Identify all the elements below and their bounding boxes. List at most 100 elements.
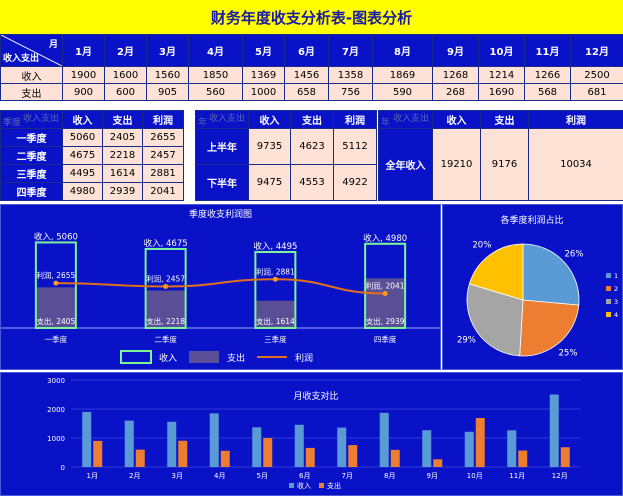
- legend-swatch: [606, 273, 611, 278]
- chart-title: 月收支对比: [293, 390, 338, 402]
- income-cell[interactable]: 2500: [570, 66, 623, 84]
- month-header: 10月: [478, 34, 525, 67]
- income-cell[interactable]: 1268: [432, 66, 479, 84]
- monthly-table: 月 收入支出 1月 2月 3月 4月 5月 6月 7月 8月 9月 10月 11…: [0, 34, 623, 101]
- year-corner-cell: 收入支出 年: [378, 110, 433, 129]
- quarter-income[interactable]: 4980: [62, 182, 103, 201]
- income-cell[interactable]: 1214: [478, 66, 525, 84]
- expense-bar: [365, 278, 406, 328]
- profit-point: [53, 280, 59, 286]
- quarter-chart-panel[interactable]: 季度收支利润图 收入, 5060 支出, 2405 利润, 2655 一季度 收入, 46…: [0, 204, 441, 370]
- income-cell[interactable]: 1266: [524, 66, 571, 84]
- pie-chart: 各季度利润占比 26% 25% 29% 20% 1 2 3 4: [457, 214, 618, 358]
- month-header: 2月: [104, 34, 147, 67]
- half-profit[interactable]: 5112: [333, 128, 377, 165]
- half-income[interactable]: 9735: [248, 128, 291, 165]
- quarter-header: 利润: [142, 110, 184, 129]
- expense-bar: [178, 440, 188, 467]
- half-header: 利润: [333, 110, 377, 129]
- expense-row: 支出 900 600 905 560 1000 658 756 590 268 …: [0, 83, 623, 101]
- x-tick-label: 6月: [299, 472, 310, 480]
- expense-cell[interactable]: 590: [372, 83, 433, 101]
- half-income[interactable]: 9475: [248, 164, 291, 201]
- quarter-income[interactable]: 4495: [62, 164, 103, 183]
- x-tick-label: 10月: [467, 472, 483, 480]
- year-profit[interactable]: 10034: [528, 128, 623, 201]
- legend-label: 1: [614, 272, 618, 280]
- income-cell[interactable]: 1369: [242, 66, 285, 84]
- expense-cell[interactable]: 756: [328, 83, 373, 101]
- x-tick-label: 7月: [342, 472, 353, 480]
- half-header: 支出: [290, 110, 334, 129]
- table-row: 上半年 9735 4623 5112: [195, 128, 377, 165]
- expense-bar: [518, 450, 528, 467]
- profit-point: [382, 290, 388, 296]
- month-header: 5月: [242, 34, 285, 67]
- expense-cell[interactable]: 600: [104, 83, 147, 101]
- expense-bar: [475, 417, 485, 467]
- expense-cell[interactable]: 1690: [478, 83, 525, 101]
- expense-bar: [145, 290, 186, 328]
- legend-expense-swatch: [189, 351, 219, 363]
- income-cell[interactable]: 1456: [284, 66, 329, 84]
- legend-income-swatch: [289, 483, 294, 488]
- year-name: 全年收入: [378, 128, 433, 201]
- quarter-profit[interactable]: 2655: [142, 128, 184, 147]
- year-income[interactable]: 19210: [432, 128, 481, 201]
- pie-percent-label: 25%: [559, 348, 578, 358]
- income-cell[interactable]: 1850: [188, 66, 243, 84]
- expense-cell[interactable]: 560: [188, 83, 243, 101]
- quarter-expense[interactable]: 2939: [102, 182, 143, 201]
- quarter-expense[interactable]: 2218: [102, 146, 143, 165]
- expense-cell[interactable]: 268: [432, 83, 479, 101]
- half-expense[interactable]: 4553: [290, 164, 334, 201]
- pie-slice: [519, 299, 580, 357]
- pie-chart-panel[interactable]: 各季度利润占比 26% 25% 29% 20% 1 2 3 4: [442, 204, 623, 370]
- expense-bar: [560, 447, 570, 467]
- expense-bar: [135, 449, 145, 467]
- full-year-table: 收入支出 年 收入 支出 利润 全年收入 19210 9176 10034: [378, 110, 623, 201]
- quarter-name: 四季度: [0, 182, 63, 201]
- quarter-name: 一季度: [0, 128, 63, 147]
- quarter-expense[interactable]: 1614: [102, 164, 143, 183]
- quarter-expense[interactable]: 2405: [102, 128, 143, 147]
- income-bar: [82, 411, 92, 467]
- month-header: 9月: [432, 34, 479, 67]
- income-cell[interactable]: 1869: [372, 66, 433, 84]
- quarter-income[interactable]: 4675: [62, 146, 103, 165]
- expense-bar: [263, 438, 273, 467]
- quarter-table: 收入支出 季度 收入 支出 利润 一季度 5060 2405 2655 二季度 …: [0, 110, 184, 201]
- quarter-income[interactable]: 5060: [62, 128, 103, 147]
- chart-title: 各季度利润占比: [500, 214, 563, 226]
- x-tick-label: 12月: [552, 472, 568, 480]
- month-header: 4月: [188, 34, 243, 67]
- half-expense[interactable]: 4623: [290, 128, 334, 165]
- income-bar: [144, 247, 187, 330]
- income-cell[interactable]: 1560: [146, 66, 189, 84]
- expense-cell[interactable]: 1000: [242, 83, 285, 101]
- year-expense[interactable]: 9176: [480, 128, 529, 201]
- expense-cell[interactable]: 905: [146, 83, 189, 101]
- legend-expense-swatch: [319, 483, 324, 488]
- pie-slice: [522, 243, 580, 306]
- corner-month-label: 月: [48, 40, 58, 50]
- expense-cell[interactable]: 568: [524, 83, 571, 101]
- pie-percent-label: 26%: [565, 249, 584, 259]
- quarter-profit[interactable]: 2041: [142, 182, 184, 201]
- half-profit[interactable]: 4922: [333, 164, 377, 201]
- income-cell[interactable]: 1900: [62, 66, 105, 84]
- quarter-corner-cell: 收入支出 季度: [0, 110, 63, 129]
- expense-cell[interactable]: 681: [570, 83, 623, 101]
- table-row: 三季度 4495 1614 2881: [0, 164, 184, 183]
- quarter-profit[interactable]: 2457: [142, 146, 184, 165]
- monthly-chart-panel[interactable]: 月收支对比 0 1000 2000 3000 1月 2月 3月 4月 5月 6月 7月 8月 9月 10月 1…: [0, 372, 623, 496]
- half-corner-cell: 收入支出 年: [195, 110, 249, 129]
- half-year-table: 收入支出 年 收入 支出 利润 上半年 9735 4623 5112 下半年 9…: [195, 110, 377, 201]
- quarter-profit[interactable]: 2881: [142, 164, 184, 183]
- income-cell[interactable]: 1358: [328, 66, 373, 84]
- income-bar: [507, 430, 517, 467]
- expense-cell[interactable]: 658: [284, 83, 329, 101]
- expense-cell[interactable]: 900: [62, 83, 105, 101]
- month-header: 11月: [524, 34, 571, 67]
- income-cell[interactable]: 1600: [104, 66, 147, 84]
